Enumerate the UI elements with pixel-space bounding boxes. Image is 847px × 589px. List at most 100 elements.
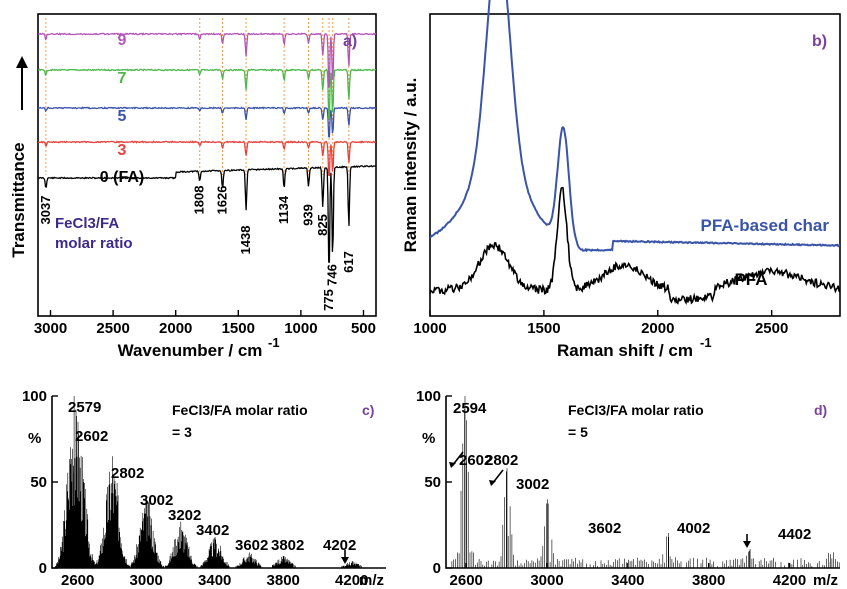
ms-peaks xyxy=(451,396,840,568)
a-xtick-label: 3000 xyxy=(34,320,67,337)
ms-peak-label: 3002 xyxy=(140,492,173,509)
panel-a: 3000 2500 2000 1500 1000 500 0 (FA) 3 5 7 9 3037 180… xyxy=(9,18,377,360)
a-peak-label: 746 xyxy=(325,264,340,286)
ms-xtick-label: 3400 xyxy=(198,572,231,589)
ms-xtick-label: 3800 xyxy=(692,572,725,589)
a-series-line xyxy=(37,164,377,263)
b-series-label: PFA xyxy=(734,270,767,289)
ms-peak-label: 3602 xyxy=(588,520,621,537)
a-series-label: 7 xyxy=(118,70,127,87)
a-series-line xyxy=(37,32,377,89)
panel-d: 0 50 100 2600 3000 3400 3800 4200% m/z 2594 260228… xyxy=(416,388,840,589)
a-xtick-label: 2000 xyxy=(159,320,192,337)
a-ylabel: Transmittance xyxy=(9,142,28,257)
a-note-line1: FeCl3/FA xyxy=(55,215,119,232)
panel-a-frame xyxy=(37,13,377,317)
b-xtick-label: 1500 xyxy=(527,320,560,337)
a-series-label: 5 xyxy=(118,108,127,125)
up-arrow-icon xyxy=(16,56,28,68)
b-series-label: PFA-based char xyxy=(701,216,830,235)
ms-peak-label: 2602 xyxy=(75,428,108,445)
ms-peak-label: 3402 xyxy=(196,522,229,539)
ms-xlabel: m/z xyxy=(359,572,384,589)
b-panel-letter: b) xyxy=(812,33,827,50)
ms-xlabel: m/z xyxy=(813,572,838,589)
ms-ytick-label: 100 xyxy=(416,388,441,405)
b-xtick-label: 1000 xyxy=(413,320,446,337)
b-xtick-label: 2500 xyxy=(755,320,788,337)
ms-peak-label: 2602 xyxy=(459,452,492,469)
ms-ylabel: % xyxy=(422,430,435,447)
ms-peak-label: 2802 xyxy=(111,465,144,482)
pointer-arrow-icon xyxy=(449,462,456,468)
ms-peak-label: 3002 xyxy=(516,476,549,493)
b-series-line xyxy=(429,0,840,253)
a-peak-label: 939 xyxy=(301,204,316,226)
a-peak-label: 617 xyxy=(341,251,356,273)
ms-ytick-label: 50 xyxy=(424,474,441,491)
a-panel-letter: a) xyxy=(343,33,357,50)
ms-ytick-label: 0 xyxy=(39,560,47,577)
b-xlabel: Raman shift / cm xyxy=(557,341,693,360)
a-xtick-label: 2500 xyxy=(96,320,129,337)
ms-note-line: FeCl3/FA molar ratio xyxy=(172,402,308,418)
a-series-label: 0 (FA) xyxy=(100,169,144,186)
ms-xtick-label: 4200 xyxy=(773,572,806,589)
a-xtick-label: 1500 xyxy=(222,320,255,337)
ms-panel-letter: d) xyxy=(814,402,827,418)
a-series-line xyxy=(37,140,377,177)
ms-xtick-label: 2600 xyxy=(450,572,483,589)
panel-c: 0 50 100 2600 3000 3400 3800 4200% m/z 2579 2602 28… xyxy=(22,388,384,589)
ms-ytick-label: 100 xyxy=(22,388,47,405)
ms-peak-label: 2802 xyxy=(485,452,518,469)
ms-peak-label: 4002 xyxy=(677,520,710,537)
a-peak-label: 1808 xyxy=(192,186,207,215)
a-series-label: 9 xyxy=(118,32,127,49)
pointer-arrow-icon xyxy=(489,480,496,486)
ms-note-line: = 5 xyxy=(568,424,588,440)
ms-xtick-label: 3400 xyxy=(611,572,644,589)
a-peak-label: 1134 xyxy=(276,195,291,224)
ms-peak-label: 2594 xyxy=(453,400,487,417)
down-arrow-icon xyxy=(743,541,751,548)
b-xlabel-sup: -1 xyxy=(700,335,712,350)
ms-note-line: FeCl3/FA molar ratio xyxy=(568,402,704,418)
a-xtick-label: 1000 xyxy=(284,320,317,337)
a-note-line2: molar ratio xyxy=(55,235,133,252)
b-series-line xyxy=(429,186,841,306)
b-xtick-label: 2000 xyxy=(641,320,674,337)
ms-xtick-label: 3800 xyxy=(267,572,300,589)
a-series-label: 3 xyxy=(118,142,127,159)
a-xlabel: Wavenumber / cm xyxy=(118,341,263,360)
a-peak-label: 1438 xyxy=(238,226,253,255)
b-ylabel: Raman intensity / a.u. xyxy=(401,78,420,253)
down-arrow-icon xyxy=(341,557,349,564)
ms-peak-label: 4202 xyxy=(323,537,356,554)
ms-ylabel: % xyxy=(28,430,41,447)
ms-peak-label: 3202 xyxy=(168,507,201,524)
a-xtick-label: 500 xyxy=(351,320,376,337)
ms-peak-label: 3802 xyxy=(271,537,304,554)
ms-peak-label: 4402 xyxy=(778,526,811,543)
ms-ytick-label: 50 xyxy=(30,474,47,491)
ms-peak-label: 3602 xyxy=(235,537,268,554)
ms-xtick-label: 3000 xyxy=(530,572,563,589)
ms-ytick-label: 0 xyxy=(433,560,441,577)
ms-peak-label: 2579 xyxy=(68,399,101,416)
ms-peaks xyxy=(55,396,362,568)
a-series-line xyxy=(38,68,377,120)
a-peak-label: 1626 xyxy=(215,186,230,215)
a-series-line xyxy=(37,106,376,138)
ms-note-line: = 3 xyxy=(172,424,192,440)
ms-xtick-label: 4200 xyxy=(335,572,368,589)
ms-xtick-label: 3000 xyxy=(130,572,163,589)
a-peak-label: 3037 xyxy=(38,196,53,225)
ms-xtick-label: 2600 xyxy=(61,572,94,589)
panel-b-frame xyxy=(429,13,841,317)
a-xlabel-sup: -1 xyxy=(268,335,280,350)
panel-b: 1000 1500 2000 2500 PFA-based char PFA b) Raman… xyxy=(401,0,841,360)
ms-panel-letter: c) xyxy=(362,402,374,418)
a-peak-label: 825 xyxy=(315,214,330,236)
a-peak-label: 775 xyxy=(321,289,336,311)
